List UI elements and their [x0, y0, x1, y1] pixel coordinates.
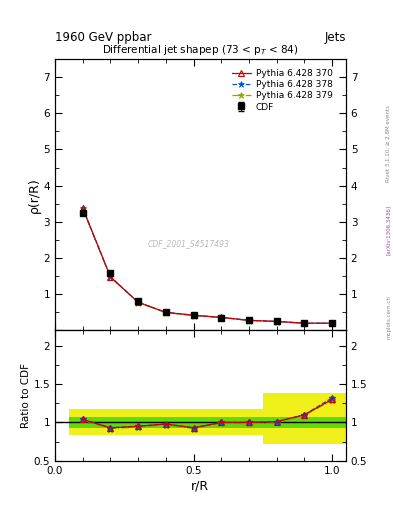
- Title: Differential jet shapep (73 < p$_T$ < 84): Differential jet shapep (73 < p$_T$ < 84…: [102, 44, 299, 57]
- Line: Pythia 6.428 378: Pythia 6.428 378: [79, 205, 336, 327]
- Pythia 6.428 378: [219, 314, 224, 321]
- Pythia 6.428 379: [191, 312, 196, 318]
- Pythia 6.428 378: [246, 317, 251, 324]
- Pythia 6.428 378: [274, 318, 279, 325]
- Pythia 6.428 378: [191, 312, 196, 318]
- Line: Pythia 6.428 370: Pythia 6.428 370: [80, 205, 335, 326]
- Pythia 6.428 379: [274, 318, 279, 325]
- Pythia 6.428 370: [219, 314, 224, 321]
- Pythia 6.428 379: [302, 320, 307, 326]
- X-axis label: r/R: r/R: [191, 480, 209, 493]
- Pythia 6.428 378: [108, 274, 113, 280]
- Pythia 6.428 378: [163, 309, 168, 315]
- Text: Rivet 3.1.10; ≥ 2.8M events: Rivet 3.1.10; ≥ 2.8M events: [386, 105, 391, 182]
- Pythia 6.428 370: [274, 318, 279, 325]
- Pythia 6.428 370: [80, 205, 85, 211]
- Pythia 6.428 379: [246, 317, 251, 324]
- Legend: Pythia 6.428 370, Pythia 6.428 378, Pythia 6.428 379, CDF: Pythia 6.428 370, Pythia 6.428 378, Pyth…: [229, 66, 336, 114]
- Pythia 6.428 379: [80, 206, 85, 212]
- Pythia 6.428 379: [163, 310, 168, 316]
- Y-axis label: Ratio to CDF: Ratio to CDF: [21, 363, 31, 428]
- Text: Jets: Jets: [324, 31, 346, 44]
- Y-axis label: ρ(r/R): ρ(r/R): [28, 177, 41, 212]
- Pythia 6.428 378: [136, 299, 140, 305]
- Pythia 6.428 378: [302, 320, 307, 326]
- Pythia 6.428 370: [108, 274, 113, 280]
- Text: CDF_2001_S4517493: CDF_2001_S4517493: [148, 239, 230, 248]
- Pythia 6.428 370: [302, 320, 307, 326]
- Line: Pythia 6.428 379: Pythia 6.428 379: [79, 205, 336, 327]
- Pythia 6.428 379: [330, 320, 334, 326]
- Pythia 6.428 370: [330, 320, 334, 326]
- Text: mcplots.cern.ch: mcplots.cern.ch: [386, 295, 391, 339]
- Pythia 6.428 379: [219, 314, 224, 321]
- Text: [arXiv:1306.3436]: [arXiv:1306.3436]: [386, 205, 391, 255]
- Pythia 6.428 379: [136, 300, 140, 306]
- Text: 1960 GeV ppbar: 1960 GeV ppbar: [55, 31, 152, 44]
- Pythia 6.428 370: [136, 299, 140, 305]
- Pythia 6.428 378: [80, 205, 85, 211]
- Pythia 6.428 379: [108, 274, 113, 280]
- Pythia 6.428 378: [330, 320, 334, 326]
- Pythia 6.428 370: [246, 317, 251, 324]
- Pythia 6.428 370: [191, 312, 196, 318]
- Pythia 6.428 370: [163, 309, 168, 315]
